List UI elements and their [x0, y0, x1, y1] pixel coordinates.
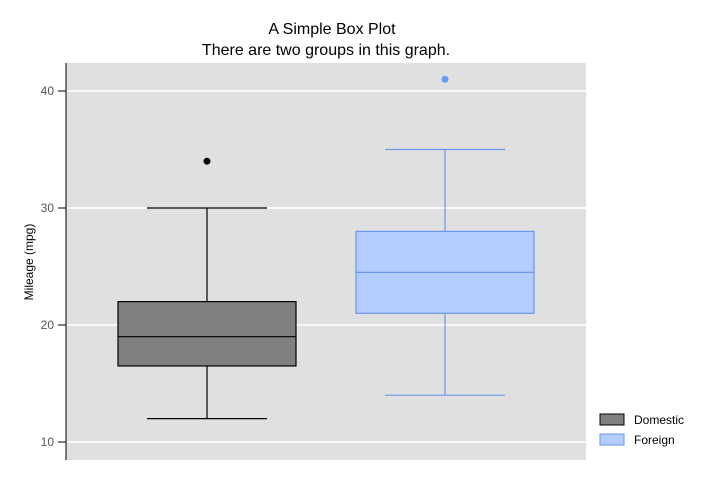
legend: Domestic Foreign [599, 413, 684, 447]
box-domestic [117, 157, 297, 420]
y-tick-label-10: 10 [41, 435, 55, 449]
legend-swatch-foreign [599, 433, 625, 446]
foreign-outlier-0 [441, 75, 449, 83]
legend-label-domestic: Domestic [634, 413, 684, 427]
domestic-iqr-box [117, 301, 297, 367]
legend-label-foreign: Foreign [634, 433, 675, 447]
y-tick-label-40: 40 [41, 84, 55, 98]
box-foreign [355, 75, 535, 396]
box-series [117, 75, 535, 420]
legend-swatch-domestic [599, 413, 625, 426]
chart-subtitle: There are two groups in this graph. [202, 42, 450, 59]
y-tick-label-20: 20 [41, 318, 55, 332]
y-tick-label-30: 30 [41, 201, 55, 215]
y-axis-ticks: 10 20 30 40 [41, 84, 66, 449]
y-axis-label: Mileage (mpg) [22, 224, 36, 301]
domestic-outlier-0 [203, 157, 211, 165]
chart-title: A Simple Box Plot [268, 21, 396, 38]
